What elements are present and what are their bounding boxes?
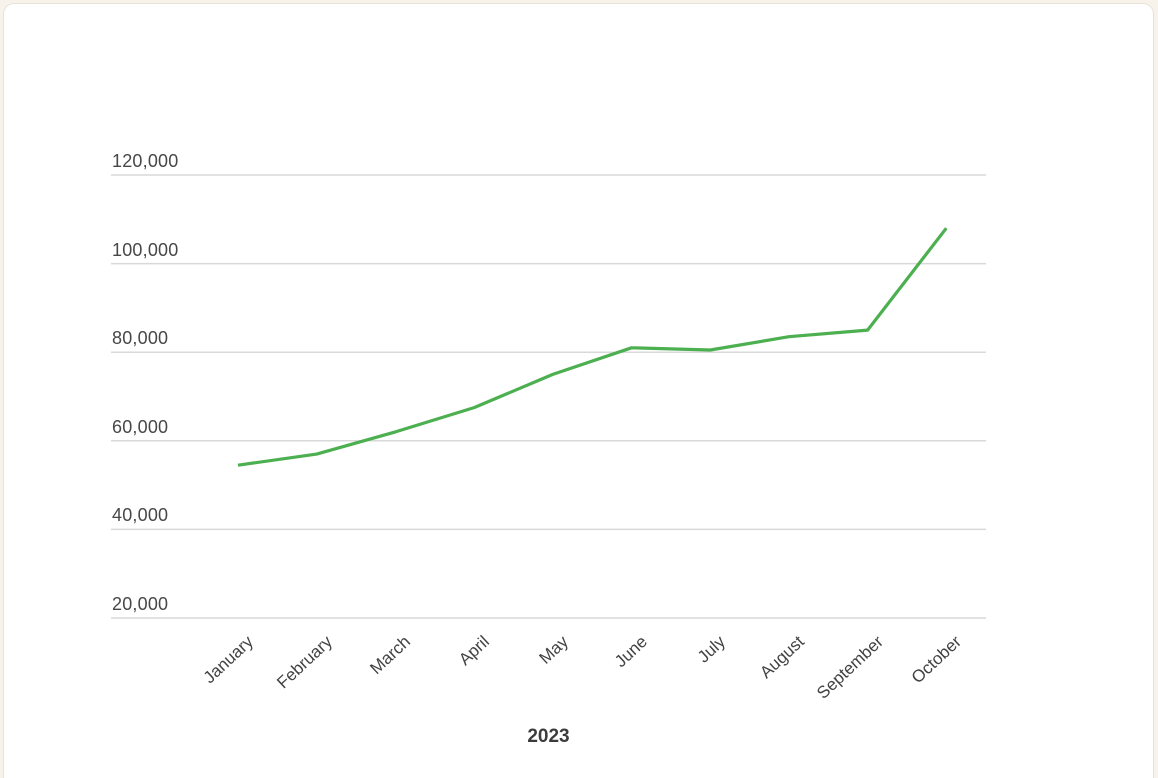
- data-line-2023: [237, 227, 948, 467]
- y-tick-label: 20,000: [112, 594, 169, 614]
- chart-card: [4, 4, 1153, 778]
- y-tick-label: 100,000: [112, 239, 179, 260]
- y-tick-label: 40,000: [112, 505, 169, 526]
- y-tick-label: 80,000: [112, 328, 169, 349]
- y-tick-label: 60,000: [112, 416, 169, 437]
- x-axis-title: 2023: [527, 726, 570, 747]
- y-tick-label: 120,000: [112, 151, 179, 171]
